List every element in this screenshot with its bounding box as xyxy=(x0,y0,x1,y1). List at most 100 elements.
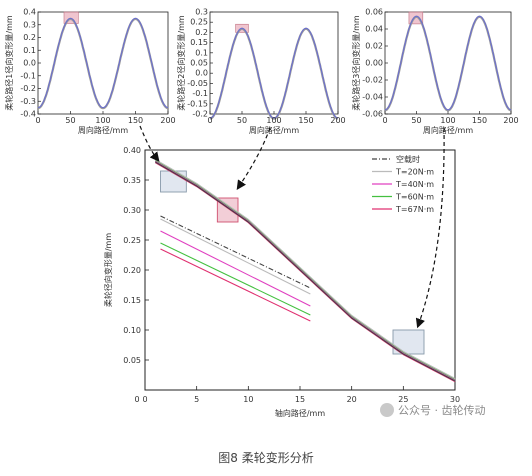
series-line-gray xyxy=(209,27,339,120)
main-highlight-region xyxy=(160,170,187,193)
x-axis-label: 轴向路径/mm xyxy=(275,408,325,418)
callout-arrows xyxy=(139,125,445,329)
y-tick-label: -0.1 xyxy=(20,71,36,80)
y-tick-label: 0.3 xyxy=(195,8,208,17)
y-tick-label: 0.2 xyxy=(23,33,36,42)
y-tick-label: -0.2 xyxy=(192,110,208,119)
y-tick-label: -0.3 xyxy=(20,97,36,106)
x-tick-label: 100 xyxy=(266,116,281,125)
y-tick-label: 0.1 xyxy=(195,48,208,57)
y-axis-label: 柔轮径向变形量/mm xyxy=(103,233,113,307)
y-tick-label: 0.1 xyxy=(23,46,36,55)
x-tick-label: 0 xyxy=(142,395,147,404)
watermark-text: 公众号 · 齿轮传动 xyxy=(398,404,486,417)
offset-series-line xyxy=(160,248,311,322)
y-axis-label: 柔轮路径1径向变形量/mm xyxy=(4,15,14,111)
series-line-blue xyxy=(384,15,512,111)
y-tick-label: 0.0 xyxy=(195,69,208,78)
origin-label: 0 xyxy=(134,395,139,404)
series-line-gray xyxy=(37,17,169,110)
y-tick-label: -0.04 xyxy=(362,93,383,102)
inset-chart-path1: 0 50 100 150 200 -0.4 -0.3 -0.2 -0.1 0.0 0.1 0.2 0.3… xyxy=(4,8,176,136)
y-tick-label: 0.10 xyxy=(123,326,141,335)
offset-series-line xyxy=(160,215,311,289)
series-line-blue xyxy=(37,17,169,109)
x-tick-label: 0 xyxy=(382,116,387,125)
x-tick-label: 150 xyxy=(128,116,143,125)
main-chart: 0 5 10 15 20 25 30 0.05 0.10 0.15 0.20 0.25 0.30 0.35… xyxy=(103,146,460,418)
y-tick-label: -0.05 xyxy=(187,79,208,88)
y-tick-label: 0.0 xyxy=(23,59,36,68)
y-tick-label: 0.4 xyxy=(23,8,36,17)
plot-frame xyxy=(37,11,169,115)
y-tick-label: 0.04 xyxy=(365,25,383,34)
y-tick-label: 0.30 xyxy=(123,206,141,215)
y-tick-label: 0.35 xyxy=(123,176,141,185)
x-axis-label: 周向路径/mm xyxy=(249,125,299,135)
series-line-gray xyxy=(384,15,512,112)
y-tick-label: -0.1 xyxy=(192,89,208,98)
y-tick-label: -0.06 xyxy=(362,110,383,119)
arrow-to-inset2-region xyxy=(236,127,271,190)
wechat-icon xyxy=(380,403,394,417)
arrow-to-inset3-region xyxy=(415,127,445,329)
legend-label: T=67N·m xyxy=(395,205,434,214)
legend-label: T=20N·m xyxy=(395,168,434,177)
highlight-region xyxy=(63,11,79,24)
x-axis-label: 周向路径/mm xyxy=(423,125,473,135)
figure-caption: 图8 柔轮变形分析 xyxy=(218,451,314,465)
arrow-to-inset1-region xyxy=(139,125,160,162)
y-tick-label: 0.20 xyxy=(123,266,141,275)
y-axis-label: 柔轮路径3径向变形量/mm xyxy=(351,15,361,111)
x-tick-label: 150 xyxy=(472,116,487,125)
y-tick-label: 0.06 xyxy=(365,8,383,17)
y-tick-label: 0.15 xyxy=(190,38,208,47)
y-tick-label: -0.4 xyxy=(20,110,36,119)
watermark: 公众号 · 齿轮传动 xyxy=(380,402,486,418)
y-tick-label: 0.05 xyxy=(123,356,141,365)
y-tick-label: 0.25 xyxy=(190,18,208,27)
offset-series-line xyxy=(160,242,311,316)
y-tick-label: 0.05 xyxy=(190,59,208,68)
x-tick-label: 15 xyxy=(295,395,305,404)
series-line-blue xyxy=(209,27,339,119)
y-tick-label: -0.02 xyxy=(362,76,383,85)
x-tick-label: 0 xyxy=(35,116,40,125)
x-tick-label: 25 xyxy=(398,395,408,404)
x-tick-label: 50 xyxy=(237,116,247,125)
x-tick-label: 100 xyxy=(440,116,455,125)
main-series-line xyxy=(155,161,456,382)
x-tick-label: 200 xyxy=(160,116,175,125)
main-series-line xyxy=(154,158,456,380)
y-tick-label: -0.2 xyxy=(20,84,36,93)
x-tick-label: 50 xyxy=(65,116,75,125)
y-tick-label: 0.2 xyxy=(195,28,208,37)
x-tick-label: 50 xyxy=(411,116,421,125)
x-tick-label: 0 xyxy=(207,116,212,125)
x-tick-label: 20 xyxy=(347,395,357,404)
x-tick-label: 200 xyxy=(503,116,518,125)
y-axis-label: 柔轮路径2径向变形量/mm xyxy=(176,15,186,111)
x-tick-label: 200 xyxy=(330,116,345,125)
inset-chart-path2: 0 50 100 150 200 -0.2 -0.15-0.1-0.050.00.05 0.1… xyxy=(176,8,346,136)
offset-series-line xyxy=(160,218,311,295)
x-tick-label: 10 xyxy=(243,395,253,404)
legend-label: T=40N·m xyxy=(395,180,434,189)
y-tick-label: 0.02 xyxy=(365,42,383,51)
y-tick-label: 0.15 xyxy=(123,296,141,305)
y-tick-label: 0.40 xyxy=(123,146,141,155)
offset-series-line xyxy=(160,230,311,307)
y-tick-label: 0.25 xyxy=(123,236,141,245)
x-tick-label: 5 xyxy=(194,395,199,404)
x-tick-label: 150 xyxy=(298,116,313,125)
plot-frame xyxy=(384,11,512,115)
legend-label: T=60N·m xyxy=(395,193,434,202)
x-axis-label: 周向路径/mm xyxy=(78,125,128,135)
x-tick-label: 100 xyxy=(95,116,110,125)
x-tick-label: 30 xyxy=(450,395,460,404)
inset-chart-path3: 0 50 100 150 200 -0.06 -0.04 -0.02 0.00 0.02 0.04 0… xyxy=(351,8,519,136)
y-tick-label: 0.00 xyxy=(365,59,383,68)
y-tick-label: 0.3 xyxy=(23,20,36,29)
legend-label: 空载时 xyxy=(396,154,420,164)
